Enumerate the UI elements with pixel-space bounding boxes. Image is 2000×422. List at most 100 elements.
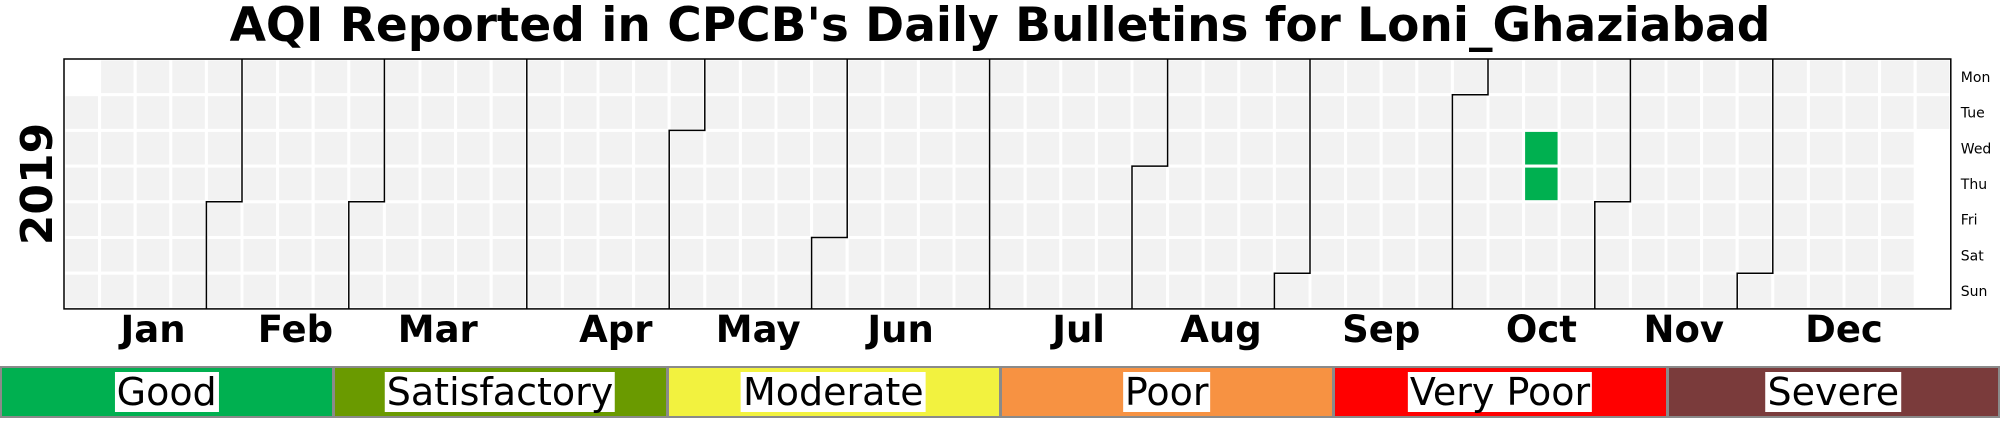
empty-day-cell xyxy=(1806,93,1846,132)
month-label: Mar xyxy=(398,308,479,351)
empty-day-cell xyxy=(169,93,208,132)
empty-day-cell xyxy=(1237,200,1276,240)
empty-day-cell xyxy=(347,271,386,311)
empty-day-cell xyxy=(98,236,137,275)
empty-day-cell xyxy=(1557,200,1597,240)
empty-day-cell xyxy=(311,236,351,275)
empty-day-cell xyxy=(1628,200,1668,240)
year-label: 2019 xyxy=(12,123,63,245)
empty-day-cell xyxy=(98,200,137,240)
empty-day-cell xyxy=(1700,57,1739,97)
empty-day-cell xyxy=(276,128,315,168)
empty-day-cell xyxy=(1771,236,1810,275)
empty-day-cell xyxy=(738,93,778,132)
empty-day-cell xyxy=(1237,164,1276,204)
empty-day-cell xyxy=(916,164,956,204)
empty-day-cell xyxy=(1486,164,1526,204)
empty-day-cell xyxy=(1130,200,1170,240)
empty-day-cell xyxy=(1771,200,1810,240)
empty-day-cell xyxy=(1237,236,1276,275)
empty-day-cell xyxy=(881,164,920,204)
empty-day-cell xyxy=(489,128,529,168)
empty-day-cell xyxy=(845,164,885,204)
empty-day-cell xyxy=(454,57,493,97)
empty-day-cell xyxy=(240,236,280,275)
empty-day-cell xyxy=(1771,164,1810,204)
empty-day-cell xyxy=(1450,200,1490,240)
empty-day-cell xyxy=(1700,93,1739,132)
empty-day-cell xyxy=(1771,271,1810,311)
empty-day-cell xyxy=(1700,128,1739,168)
empty-day-cell xyxy=(240,164,280,204)
empty-day-cell xyxy=(1379,57,1419,97)
empty-day-cell xyxy=(1842,271,1882,311)
empty-day-cell xyxy=(169,236,208,275)
empty-day-cell xyxy=(1557,128,1597,168)
empty-day-cell xyxy=(810,128,849,168)
empty-day-cell xyxy=(1201,271,1241,311)
empty-day-cell xyxy=(1878,164,1917,204)
empty-day-cell xyxy=(845,271,885,311)
empty-day-cell xyxy=(1486,271,1526,311)
empty-day-cell xyxy=(1379,236,1419,275)
empty-day-cell xyxy=(418,93,458,132)
empty-day-cell xyxy=(276,236,315,275)
empty-day-cell xyxy=(1450,236,1490,275)
empty-day-cell xyxy=(1379,93,1419,132)
empty-day-cell xyxy=(98,271,137,311)
empty-day-cell xyxy=(560,57,600,97)
empty-day-cell xyxy=(1023,57,1063,97)
empty-day-cell xyxy=(810,236,849,275)
empty-day-cell xyxy=(276,93,315,132)
empty-day-cell xyxy=(988,271,1027,311)
empty-day-cell xyxy=(1023,128,1063,168)
aqi-day-cell xyxy=(1522,164,1561,204)
empty-day-cell xyxy=(1272,93,1312,132)
empty-day-cell xyxy=(845,128,885,168)
empty-day-cell xyxy=(881,200,920,240)
empty-day-cell xyxy=(1486,200,1526,240)
empty-day-cell xyxy=(98,164,137,204)
empty-day-cell xyxy=(62,236,102,275)
empty-day-cell xyxy=(1344,164,1383,204)
empty-day-cell xyxy=(738,57,778,97)
empty-day-cell xyxy=(952,200,992,240)
empty-day-cell xyxy=(62,93,102,132)
empty-day-cell xyxy=(560,93,600,132)
empty-day-cell xyxy=(1379,200,1419,240)
chart-title: AQI Reported in CPCB's Daily Bulletins f… xyxy=(229,0,1771,53)
legend-label: Poor xyxy=(1122,370,1211,414)
empty-day-cell xyxy=(1379,164,1419,204)
empty-day-cell xyxy=(774,200,814,240)
empty-day-cell xyxy=(774,93,814,132)
empty-day-cell xyxy=(1094,164,1134,204)
empty-day-cell xyxy=(1130,236,1170,275)
empty-day-cell xyxy=(632,57,671,97)
empty-day-cell xyxy=(1735,271,1775,311)
empty-day-cell xyxy=(1842,200,1882,240)
empty-day-cell xyxy=(1842,93,1882,132)
empty-day-cell xyxy=(204,93,244,132)
empty-day-cell xyxy=(98,57,137,97)
empty-day-cell xyxy=(1308,164,1348,204)
empty-day-cell xyxy=(311,271,351,311)
empty-day-cell xyxy=(382,57,422,97)
empty-day-cell xyxy=(703,93,742,132)
empty-day-cell xyxy=(276,57,315,97)
empty-day-cell xyxy=(1023,164,1063,204)
empty-day-cell xyxy=(738,128,778,168)
legend-label: Good xyxy=(114,370,219,414)
month-boundary xyxy=(1736,59,1774,309)
empty-day-cell xyxy=(916,57,956,97)
empty-day-cell xyxy=(204,236,244,275)
empty-day-cell xyxy=(1593,164,1632,204)
empty-day-cell xyxy=(276,271,315,311)
empty-day-cell xyxy=(774,271,814,311)
legend-label: Very Poor xyxy=(1407,370,1593,414)
empty-day-cell xyxy=(133,57,173,97)
empty-day-cell xyxy=(1522,93,1561,132)
empty-day-cell xyxy=(1415,57,1454,97)
empty-day-cell xyxy=(916,93,956,132)
month-label: Apr xyxy=(579,308,653,351)
empty-day-cell xyxy=(1700,164,1739,204)
